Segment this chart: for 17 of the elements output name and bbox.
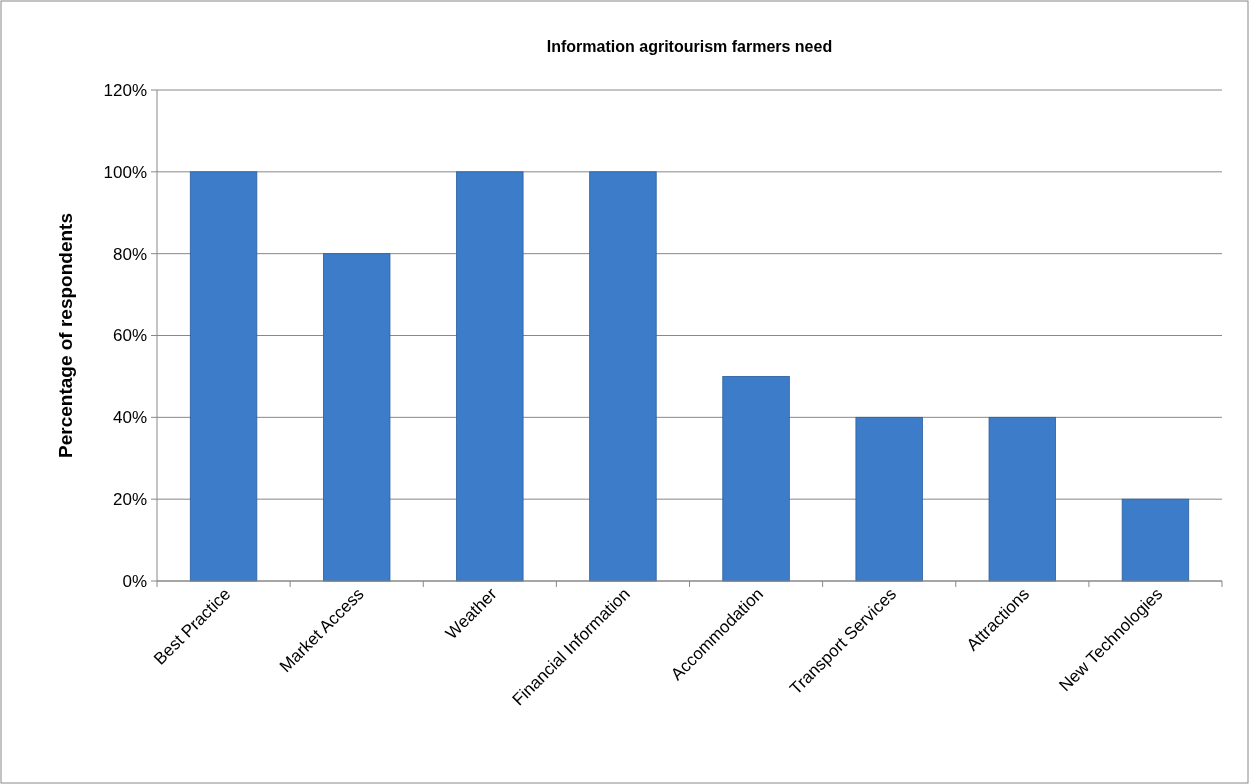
y-tick-label: 0% xyxy=(122,571,147,591)
y-tick-label: 120% xyxy=(103,80,147,100)
bar xyxy=(988,416,1056,582)
y-tick-label: 100% xyxy=(103,162,147,182)
bar xyxy=(855,416,923,582)
bar xyxy=(589,171,657,582)
bar xyxy=(323,253,391,582)
bar xyxy=(456,171,524,582)
y-tick-label: 80% xyxy=(112,244,147,264)
y-axis-title: Percentage of respondents xyxy=(55,213,76,458)
chart-title: Information agritourism farmers need xyxy=(546,38,833,55)
bar xyxy=(722,376,790,582)
y-tick-label: 40% xyxy=(112,408,147,428)
y-tick-label: 20% xyxy=(112,490,147,510)
y-tick-label: 60% xyxy=(112,326,147,346)
bar xyxy=(189,171,258,582)
bar xyxy=(1121,498,1190,582)
